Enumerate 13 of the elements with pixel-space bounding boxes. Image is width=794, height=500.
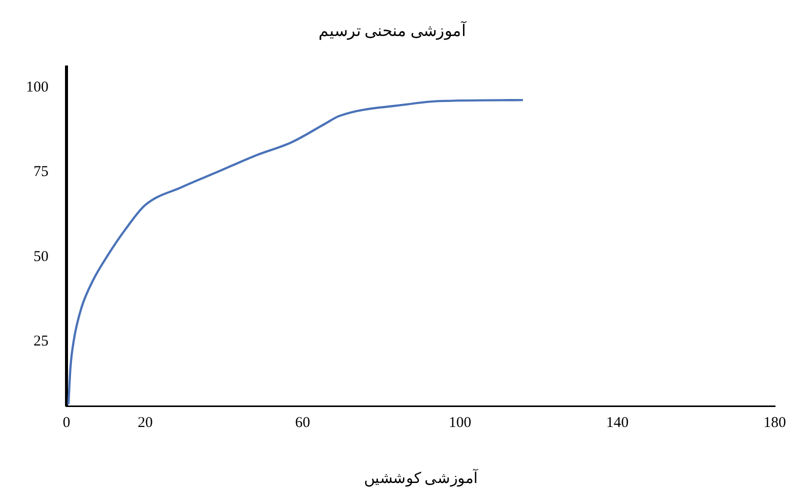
x-tick-label: 20 [138,414,153,431]
y-tick-label: 75 [34,164,48,180]
x-tick-label: 60 [295,414,310,431]
chart-title: آموزشی منحنی ترسیم [318,20,468,40]
x-tick-label: 0 [62,414,70,431]
y-tick-label: 50 [34,248,48,265]
x-axis-title: آموزشی کوششیں [364,468,478,487]
x-tick-label: 140 [606,414,629,431]
y-tick-label: 100 [26,79,48,96]
x-tick-label: 100 [448,414,472,431]
line-series [67,98,524,406]
x-tick-label: 180 [764,414,786,431]
y-tick-label: 25 [34,334,48,350]
